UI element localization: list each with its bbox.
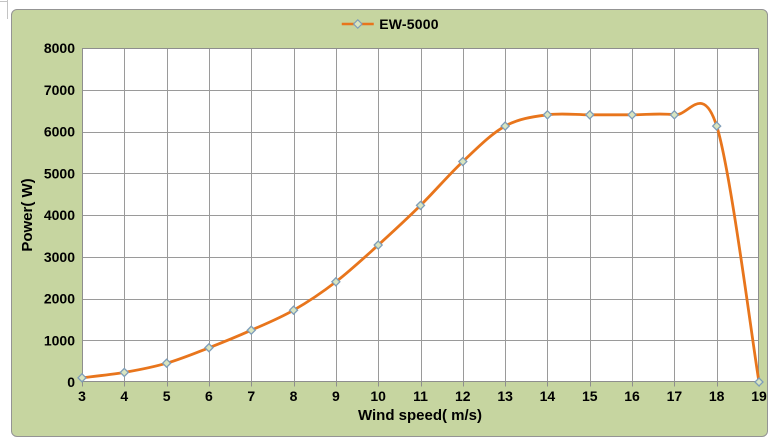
chart-svg: 3 4 5 6 7 8 9 10 11 12 13 14 15 16 17 18 19 0 1000 2000 3000… [19, 40, 767, 424]
legend-series-swatch [341, 18, 374, 30]
x-tick-label: 14 [540, 388, 556, 404]
y-axis-title: Power( W) [19, 178, 36, 251]
spreadsheet-gridline-artifact-vertical [7, 0, 8, 19]
x-axis-title: Wind speed( m/s) [358, 407, 482, 424]
data-point-marker [373, 240, 384, 250]
legend-label: EW-5000 [379, 16, 439, 32]
data-point-marker [542, 109, 553, 120]
x-tick-label: 19 [751, 388, 767, 404]
y-tick-label: 7000 [44, 82, 75, 98]
x-tick-label: 17 [667, 388, 683, 404]
y-tick-label: 5000 [44, 165, 75, 181]
x-tick-label: 9 [332, 388, 340, 404]
y-tick-label: 3000 [44, 249, 75, 265]
y-tick-label: 6000 [44, 124, 75, 140]
data-point-marker [246, 325, 257, 336]
x-tick-label: 12 [455, 388, 471, 404]
data-point-marker [584, 109, 595, 120]
data-point-marker [415, 200, 426, 211]
x-tick-label: 13 [497, 388, 513, 404]
x-tick-label: 18 [709, 388, 725, 404]
y-tick-label: 2000 [44, 291, 75, 307]
legend[interactable]: EW-5000 [340, 15, 439, 33]
data-point-marker [204, 342, 214, 353]
x-tick-label: 8 [290, 388, 298, 404]
x-tick-label: 5 [163, 388, 171, 404]
data-point-marker [754, 377, 764, 387]
y-tick-label: 8000 [44, 40, 75, 56]
data-point-marker [330, 276, 341, 287]
chart-frame[interactable]: 3 4 5 6 7 8 9 10 11 12 13 14 15 16 17 18 19 0 1000 2000 3000… [11, 9, 768, 437]
x-tick-label: 6 [205, 388, 213, 404]
data-point-marker [457, 156, 468, 167]
legend-diamond-marker-icon [352, 18, 363, 30]
y-tick-label: 0 [67, 374, 75, 390]
x-tick-label: 7 [247, 388, 255, 404]
chart-graphics: 3 4 5 6 7 8 9 10 11 12 13 14 15 16 17 18 19 0 1000 2000 3000… [44, 40, 767, 404]
data-point-marker [627, 109, 637, 120]
x-tick-label: 10 [370, 388, 386, 404]
data-point-marker [500, 121, 511, 131]
data-point-marker [711, 121, 722, 131]
x-tick-label: 15 [582, 388, 598, 404]
plot-border [81, 47, 760, 383]
y-tick-label: 4000 [44, 207, 75, 223]
data-point-marker [119, 367, 130, 378]
spreadsheet-gridline-artifact-horizontal [0, 1, 8, 2]
x-tick-label: 11 [413, 388, 428, 404]
data-point-marker [669, 109, 680, 120]
x-tick-label: 16 [624, 388, 640, 404]
y-tick-label: 1000 [44, 332, 75, 348]
x-tick-label: 3 [78, 388, 86, 404]
x-tick-label: 4 [120, 388, 128, 404]
data-point-marker [77, 372, 87, 383]
data-point-marker [161, 358, 172, 369]
data-point-marker [288, 305, 299, 316]
